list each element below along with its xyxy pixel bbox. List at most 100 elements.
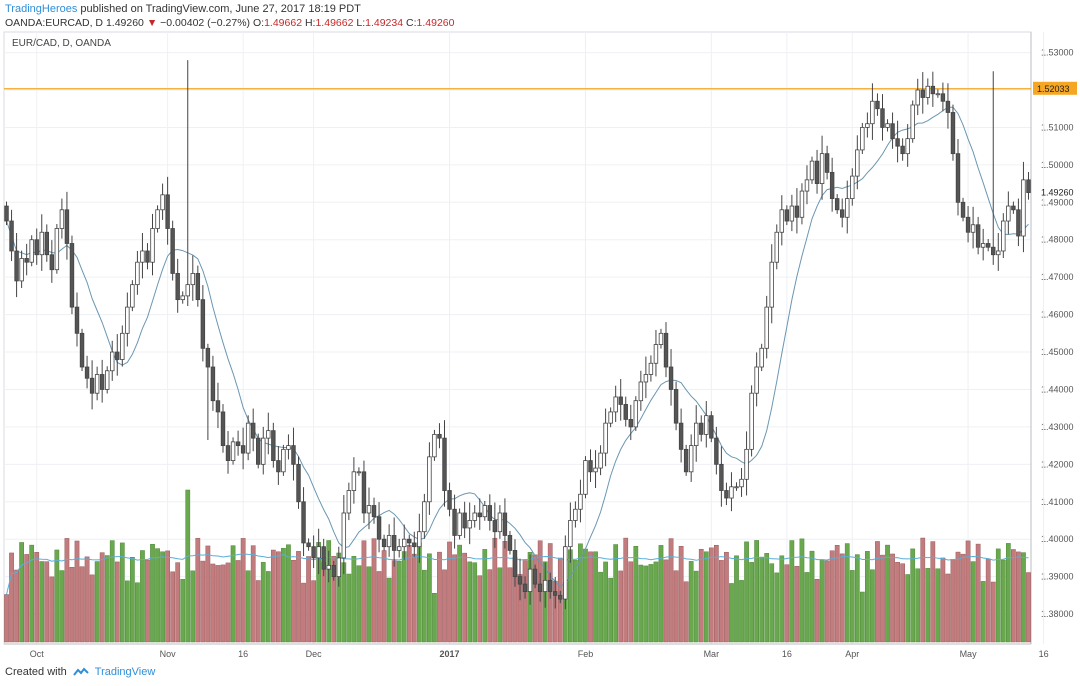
volume-bar [945,573,951,643]
candle-body [764,306,769,349]
volume-bar [175,562,181,643]
candle-body [714,437,719,465]
candle-body [719,463,724,491]
candle-body [296,463,301,503]
candle-body [819,153,825,184]
candle-body [351,471,357,491]
volume-bar [839,553,845,643]
volume-bar [598,571,603,643]
candle-body [281,448,286,473]
volume-bar [34,552,40,643]
y-tick-label: 1.42000 [1041,459,1074,469]
volume-bar [14,569,19,643]
candle-body [955,153,961,203]
candle-body [739,478,744,488]
volume-bar [693,570,699,643]
y-tick-label: 1.50000 [1041,160,1074,170]
volume-bar [250,545,256,643]
candle-body [734,486,739,489]
volume-bar [900,563,905,643]
volume-bar [799,538,805,643]
volume-bar [291,559,296,643]
close-label: C: [406,17,417,29]
candle-body [9,220,14,252]
tradingview-brand[interactable]: TradingView [94,666,156,678]
volume-bar [613,544,619,643]
author-link[interactable]: TradingHeroes [5,3,78,15]
y-tick-label: 1.38000 [1041,609,1074,619]
candle-body [291,445,296,465]
volume-bar [844,543,850,643]
volume-bar [975,543,981,643]
volume-bar [920,537,926,643]
volume-bar [260,562,266,643]
candle-body [311,546,316,559]
high-value: 1.49662 [315,17,354,29]
candle-body [386,535,392,548]
volume-bar [391,560,397,643]
volume-bar [1016,551,1021,643]
volume-bar [804,572,810,643]
candle-body [205,347,211,368]
volume-bar [185,489,191,643]
volume-bar [130,557,135,643]
volume-bar [663,559,669,643]
volume-bar [1026,572,1031,643]
candle-body [517,576,523,585]
candle-body [215,400,221,413]
candle-body [361,471,367,514]
candle-body [220,411,226,447]
volume-bar [215,565,221,643]
price-chart[interactable]: 1.38000 1.39000 1.40000 1.41000 1.42000 1.430… [0,30,1080,662]
volume-bar [583,548,588,643]
volume-bar [668,538,674,643]
candle-body [779,209,785,233]
volume-bar [366,566,372,643]
candle-body [19,258,24,282]
last-price: 1.49260 [105,17,144,29]
volume-bar [447,541,452,643]
volume-bar [623,537,629,643]
candle-body [49,254,55,271]
volume-bar [29,544,35,643]
volume-bar [311,580,316,643]
candle-body [558,594,563,600]
candle-body [583,460,588,495]
y-tick-label: 1.51000 [1041,122,1074,132]
x-tick-label: 16 [1039,649,1049,659]
candle-body [824,153,830,173]
candle-body [316,546,321,559]
candle-body [54,228,60,271]
volume-bar [160,551,165,643]
volume-bar [703,551,709,643]
volume-bar [915,568,921,643]
candle-body [668,366,674,390]
volume-bar [885,544,890,643]
candle-body [633,400,639,428]
candle-body [930,85,936,95]
candle-body [402,538,407,548]
candle-body [829,171,835,199]
candle-body [548,579,553,592]
volume-bar [442,569,447,643]
volume-bar [356,565,362,643]
volume-bar [719,560,724,643]
candle-body [99,374,105,390]
volume-bar [618,570,624,643]
candle-body [356,471,362,474]
candle-body [950,112,956,155]
resistance-price-label: 1.52033 [1037,84,1070,94]
candle-body [39,231,44,256]
volume-bar [1005,543,1011,643]
candle-body [447,490,452,510]
volume-bar [145,559,150,643]
candle-body [553,591,558,596]
volume-bar [296,551,301,643]
volume-bar [386,577,392,643]
resistance-price-box [1033,81,1077,95]
x-tick-label: Mar [704,649,720,659]
volume-bar [789,540,795,643]
volume-bar [54,549,60,643]
volume-bar [235,560,241,643]
volume-bar [306,556,311,643]
